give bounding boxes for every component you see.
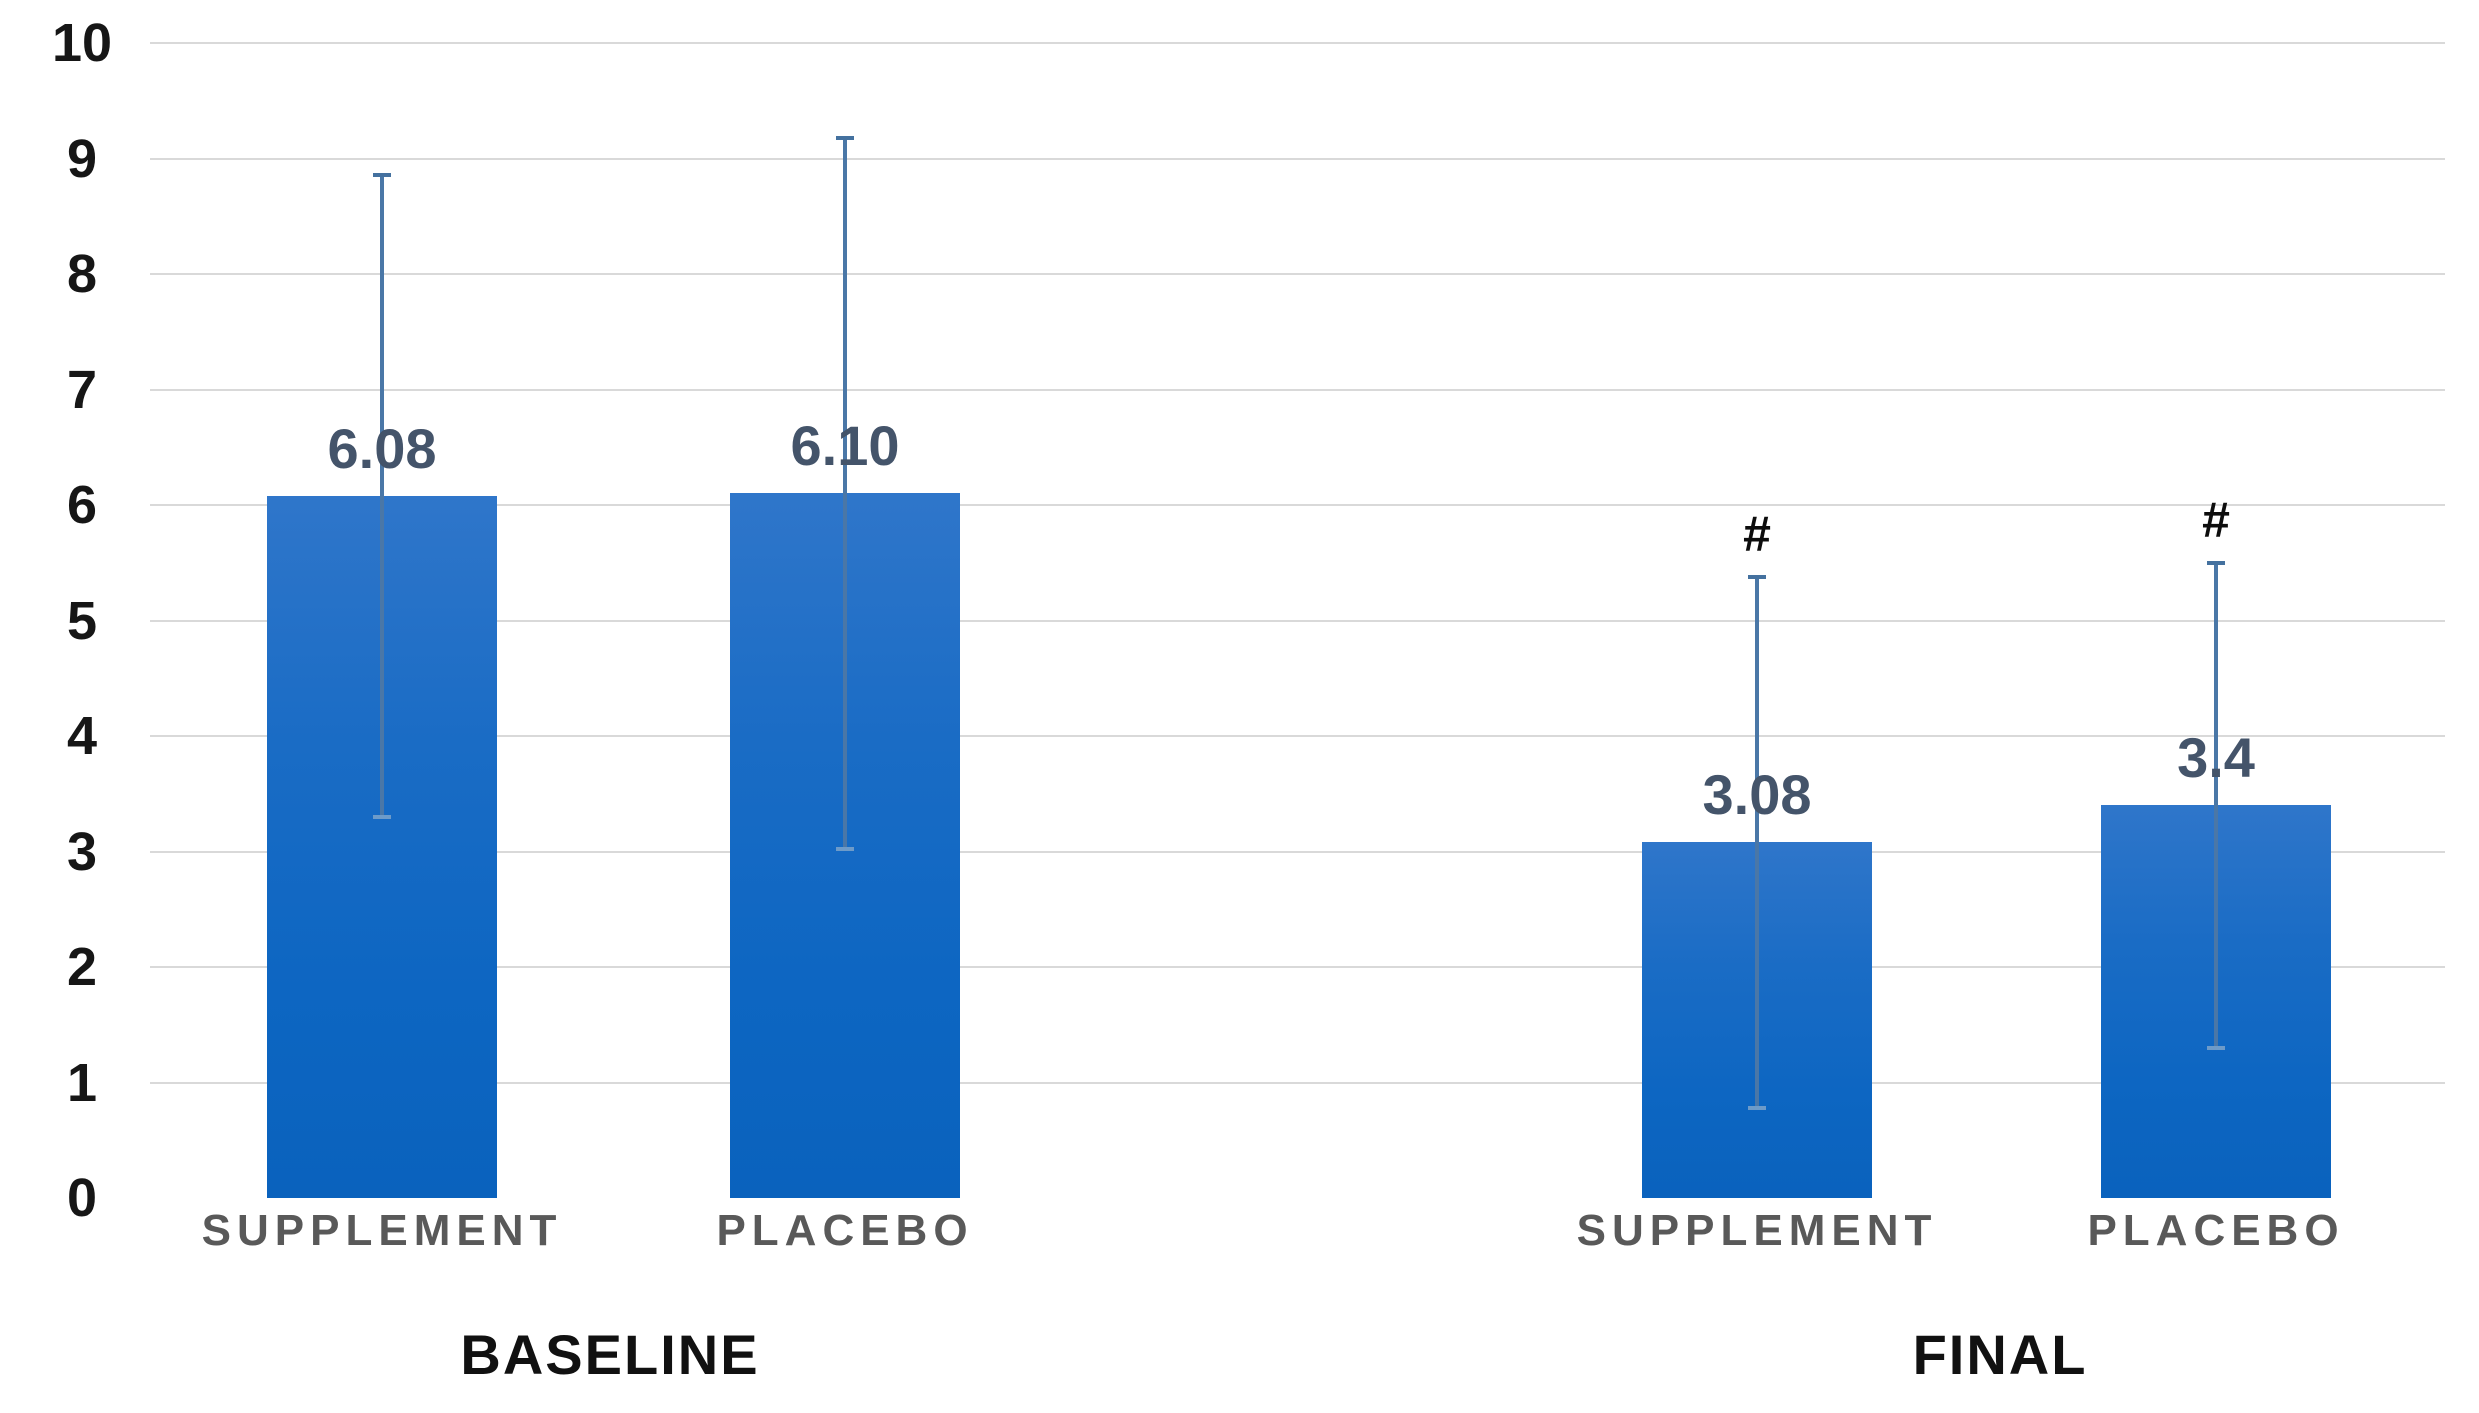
gridline	[150, 619, 2445, 622]
x-axis-group-label: BASELINE	[460, 1323, 760, 1386]
error-bar	[1755, 576, 1759, 1108]
y-axis-tick-label: 2	[66, 937, 98, 997]
error-bar-top-cap	[2207, 560, 2225, 565]
y-axis-tick-label: 7	[66, 359, 98, 420]
error-bar	[2214, 562, 2218, 1048]
y-axis-tick-label: 6	[66, 475, 98, 535]
bar-value-label: 6.10	[790, 414, 900, 478]
gridline	[150, 388, 2445, 391]
y-axis-tick-label: 10	[51, 13, 113, 73]
gridline	[150, 735, 2445, 737]
gridline	[150, 966, 2445, 968]
error-bar	[380, 174, 384, 817]
y-axis-tick-label: 5	[66, 590, 98, 651]
error-bar-top-cap	[1748, 574, 1766, 579]
gridline	[150, 850, 2445, 853]
error-bar-bottom-cap	[1748, 1105, 1766, 1110]
bar-value-label: 3.08	[1702, 763, 1812, 827]
y-axis-tick-label: 0	[66, 1168, 98, 1228]
gridline	[150, 42, 2445, 44]
y-axis-tick-label: 1	[66, 1052, 98, 1113]
y-axis-tick-label: 3	[66, 821, 98, 882]
y-axis-tick-label: 9	[66, 128, 98, 189]
error-bar	[843, 137, 847, 850]
x-axis-category-label: PLACEBO	[716, 1206, 974, 1255]
y-axis-tick-label: 8	[66, 244, 98, 304]
gridline	[150, 504, 2445, 506]
gridline	[150, 273, 2445, 275]
gridline	[150, 157, 2445, 160]
error-bar-bottom-cap	[2207, 1045, 2225, 1050]
y-axis-tick-label: 4	[66, 706, 98, 766]
error-bar-bottom-cap	[373, 814, 391, 819]
bar-value-label: 6.08	[327, 416, 437, 480]
significance-marker: #	[2202, 491, 2230, 548]
bar-value-label: 3.4	[2177, 726, 2255, 790]
gridline	[150, 1081, 2445, 1084]
significance-marker: #	[1743, 505, 1771, 562]
x-axis-category-label: SUPPLEMENT	[201, 1206, 563, 1255]
error-bar-bottom-cap	[836, 847, 854, 852]
x-axis-group-label: FINAL	[1912, 1323, 2088, 1386]
x-axis-category-label: PLACEBO	[2087, 1206, 2345, 1255]
error-bar-top-cap	[836, 135, 854, 140]
x-axis-category-label: SUPPLEMENT	[1576, 1206, 1938, 1255]
error-bar-top-cap	[373, 172, 391, 177]
